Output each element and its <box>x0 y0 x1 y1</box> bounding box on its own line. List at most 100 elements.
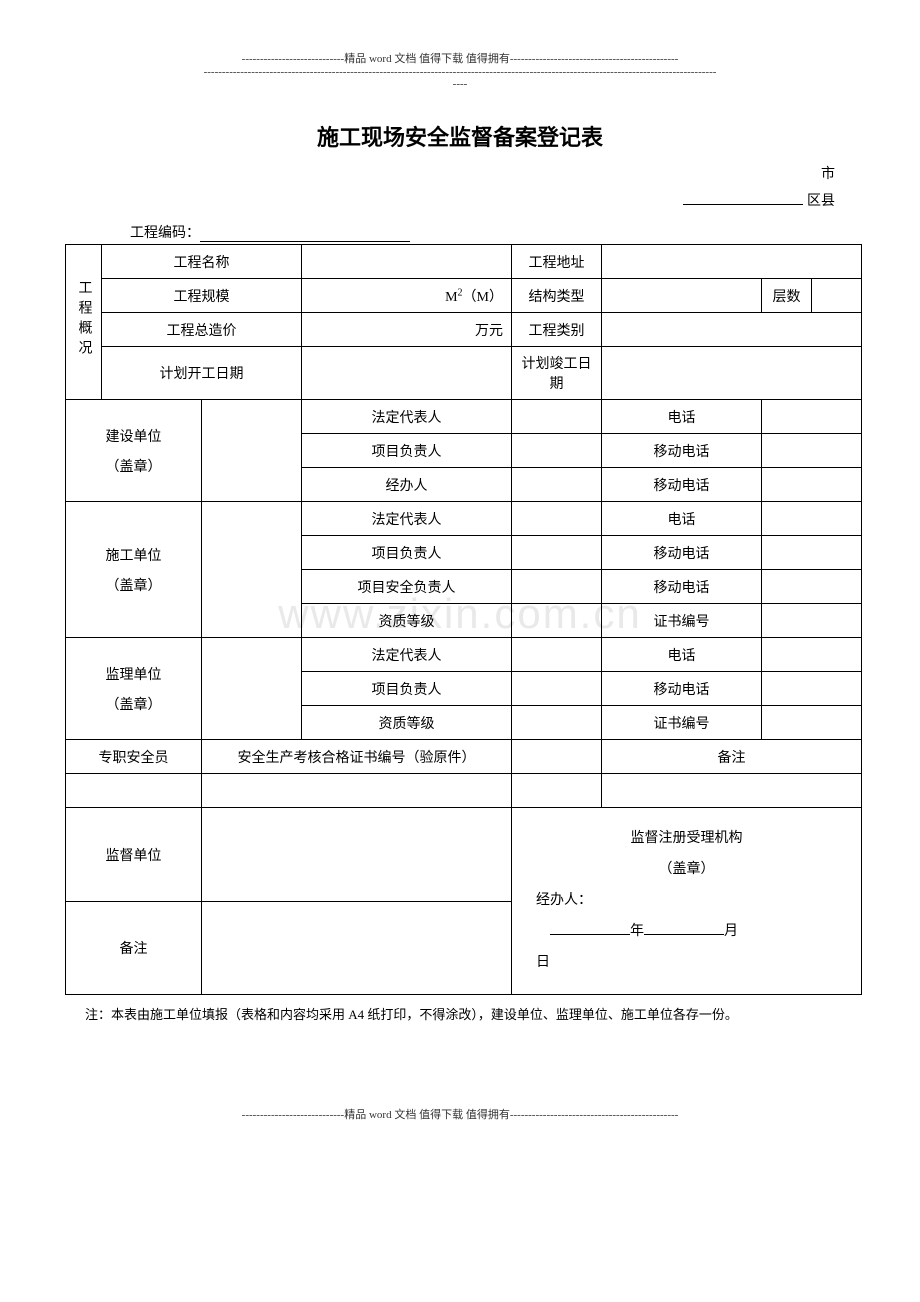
cost-label: 工程总造价 <box>102 313 302 347</box>
district-suffix: 区县 <box>807 194 835 209</box>
district-underline <box>683 187 803 205</box>
district-line: 区县 <box>65 187 835 214</box>
table-row: 专职安全员 安全生产考核合格证书编号（验原件） 备注 <box>66 740 862 774</box>
supervise-legal-label: 法定代表人 <box>302 638 512 672</box>
supervise-unit-name <box>202 638 302 740</box>
supervision-unit-label: 监督单位 <box>66 808 202 901</box>
construct-qual-label: 资质等级 <box>302 604 512 638</box>
page-title: 施工现场安全监督备案登记表 <box>65 120 855 152</box>
reg-org-stamp: （盖章） <box>536 855 837 886</box>
plan-end-label: 计划竣工日期 <box>512 347 602 400</box>
project-code-line: 工程编码： <box>65 222 855 242</box>
safety-remark-label: 备注 <box>602 740 862 774</box>
construct-pm-label: 项目负责人 <box>302 536 512 570</box>
build-tel-label: 电话 <box>602 400 762 434</box>
construct-mobile2-label: 移动电话 <box>602 570 762 604</box>
construct-unit-name <box>202 502 302 638</box>
construct-cert-label: 证书编号 <box>602 604 762 638</box>
footer-line: ----------------------------精品 word 文档 值… <box>65 1106 855 1122</box>
safety-officer-label: 专职安全员 <box>66 740 202 774</box>
supervision-unit-value <box>202 808 512 901</box>
safety-cert-value2 <box>512 774 602 808</box>
build-mobile-value <box>762 434 862 468</box>
safety-officer-value <box>66 774 202 808</box>
supervise-pm-label: 项目负责人 <box>302 672 512 706</box>
struct-label: 结构类型 <box>512 279 602 313</box>
supervise-mobile-value <box>762 672 862 706</box>
overview-side-text: 工程概况 <box>74 280 94 360</box>
build-handler-value <box>512 468 602 502</box>
construct-legal-value <box>512 502 602 536</box>
month-label: 月 <box>724 924 738 939</box>
construct-safety-pm-label: 项目安全负责人 <box>302 570 512 604</box>
supervise-qual-value <box>512 706 602 740</box>
project-code-underline <box>200 224 410 242</box>
build-pm-label: 项目负责人 <box>302 434 512 468</box>
project-code-label: 工程编码： <box>130 226 200 241</box>
scale-unit: M2（M） <box>302 279 512 313</box>
construct-cert-value <box>762 604 862 638</box>
build-unit-label: 建设单位 （盖章） <box>66 400 202 502</box>
construct-legal-label: 法定代表人 <box>302 502 512 536</box>
day-label: 日 <box>536 955 550 970</box>
struct-value <box>602 279 762 313</box>
build-legal-label: 法定代表人 <box>302 400 512 434</box>
supervision-remark-label: 备注 <box>66 901 202 995</box>
table-row: 监理单位 （盖章） 法定代表人 电话 <box>66 638 862 672</box>
date-line: 年 月日 <box>536 917 837 979</box>
plan-start-label: 计划开工日期 <box>102 347 302 400</box>
header-line-1: ----------------------------精品 word 文档 值… <box>65 50 855 66</box>
build-handler-label: 经办人 <box>302 468 512 502</box>
table-row: 工程总造价 万元 工程类别 <box>66 313 862 347</box>
safety-cert-label: 安全生产考核合格证书编号（验原件） <box>202 740 512 774</box>
build-pm-value <box>512 434 602 468</box>
safety-cert-blank <box>512 740 602 774</box>
project-addr-label: 工程地址 <box>512 245 602 279</box>
build-mobile2-label: 移动电话 <box>602 468 762 502</box>
supervision-signature-block: 监督注册受理机构 （盖章） 经办人： 年 月日 <box>512 808 862 995</box>
supervise-tel-value <box>762 638 862 672</box>
floors-value <box>812 279 862 313</box>
build-unit-label-text: 建设单位 <box>70 426 197 446</box>
city-value: 市 <box>821 167 835 182</box>
table-row: 监督单位 监督注册受理机构 （盖章） 经办人： 年月日 <box>66 808 862 901</box>
floors-label: 层数 <box>762 279 812 313</box>
supervise-cert-value <box>762 706 862 740</box>
construct-unit-stamp: （盖章） <box>70 575 197 595</box>
footer-note: 注：本表由施工单位填报（表格和内容均采用 A4 纸打印，不得涂改），建设单位、监… <box>65 995 855 1026</box>
table-row: 工程规模 M2（M） 结构类型 层数 <box>66 279 862 313</box>
construct-mobile2-value <box>762 570 862 604</box>
category-value <box>602 313 862 347</box>
construct-qual-value <box>512 604 602 638</box>
table-row: 施工单位 （盖章） 法定代表人 电话 <box>66 502 862 536</box>
build-tel-value <box>762 400 862 434</box>
table-row: 建设单位 （盖章） 法定代表人 电话 <box>66 400 862 434</box>
construct-safety-pm-value <box>512 570 602 604</box>
build-legal-value <box>512 400 602 434</box>
table-row <box>66 774 862 808</box>
construct-pm-value <box>512 536 602 570</box>
build-mobile-label: 移动电话 <box>602 434 762 468</box>
handler-label: 经办人： <box>536 886 837 917</box>
plan-end-value <box>602 347 862 400</box>
table-row: 计划开工日期 计划竣工日期 <box>66 347 862 400</box>
reg-org-label: 监督注册受理机构 <box>536 824 837 855</box>
build-unit-name <box>202 400 302 502</box>
supervision-remark-value <box>202 901 512 995</box>
cost-unit: 万元 <box>302 313 512 347</box>
construct-unit-label: 施工单位 （盖章） <box>66 502 202 638</box>
project-name-label: 工程名称 <box>102 245 302 279</box>
construct-tel-label: 电话 <box>602 502 762 536</box>
safety-remark-value <box>602 774 862 808</box>
supervise-unit-label: 监理单位 （盖章） <box>66 638 202 740</box>
project-addr-value <box>602 245 862 279</box>
project-name-value <box>302 245 512 279</box>
year-label: 年 <box>630 924 644 939</box>
supervise-unit-stamp: （盖章） <box>70 694 197 714</box>
overview-side-label: 工程概况 <box>66 245 102 400</box>
supervise-qual-label: 资质等级 <box>302 706 512 740</box>
table-row: 工程概况 工程名称 工程地址 <box>66 245 862 279</box>
plan-start-value <box>302 347 512 400</box>
scale-label: 工程规模 <box>102 279 302 313</box>
safety-cert-value <box>202 774 512 808</box>
